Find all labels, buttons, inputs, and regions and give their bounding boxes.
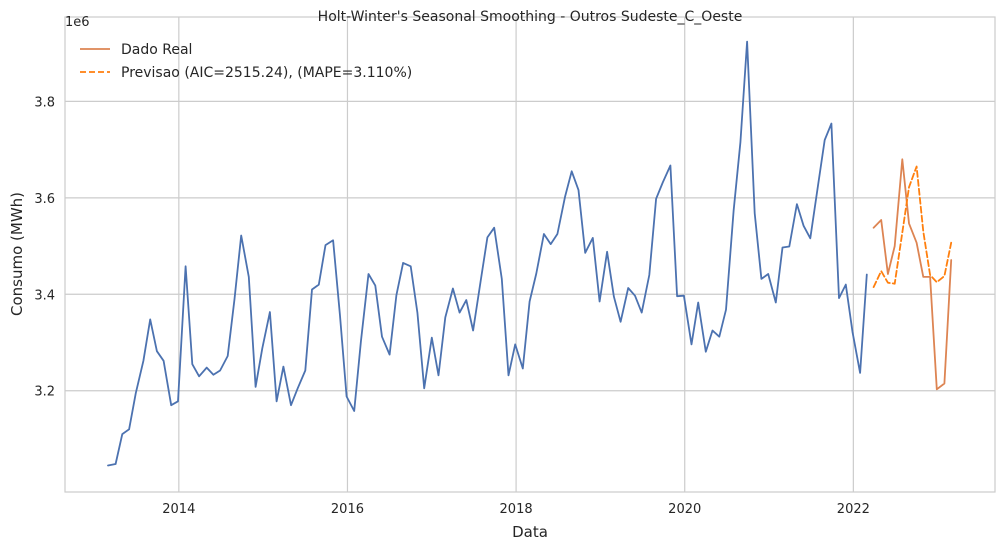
x-axis-label: Data: [512, 523, 548, 541]
previsao-series-line: [872, 165, 953, 289]
x-tick-label: 2018: [500, 502, 533, 517]
legend-label-dado-real: Dado Real: [121, 42, 192, 58]
x-tick-label: 2022: [837, 502, 870, 517]
axes-border: [64, 16, 996, 493]
plot-area: [65, 17, 995, 492]
chart-title: Holt-Winter's Seasonal Smoothing - Outro…: [318, 9, 743, 25]
y-axis-label: Consumo (MWh): [8, 192, 26, 316]
legend-label-previsao: Previsao (AIC=2515.24), (MAPE=3.110%): [121, 65, 412, 81]
axes-frame: [64, 16, 996, 493]
y-tick-label: 3.8: [34, 95, 55, 110]
y-tick-labels: 3.2 3.4 3.6 3.8: [34, 95, 55, 399]
historical-series-line: [107, 40, 868, 467]
x-tick-label: 2020: [668, 502, 701, 517]
x-tick-label: 2014: [162, 502, 195, 517]
y-tick-label: 3.6: [34, 192, 55, 207]
series-layer: [107, 40, 953, 467]
y-tick-label: 3.4: [34, 288, 55, 303]
x-tick-labels: 2014 2016 2018 2020 2022: [162, 502, 870, 517]
y-tick-label: 3.2: [34, 385, 55, 400]
legend: Dado Real Previsao (AIC=2515.24), (MAPE=…: [80, 42, 412, 81]
x-tick-label: 2016: [331, 502, 364, 517]
y-offset-text: 1e6: [65, 15, 90, 30]
dado-real-series-line: [872, 158, 953, 391]
